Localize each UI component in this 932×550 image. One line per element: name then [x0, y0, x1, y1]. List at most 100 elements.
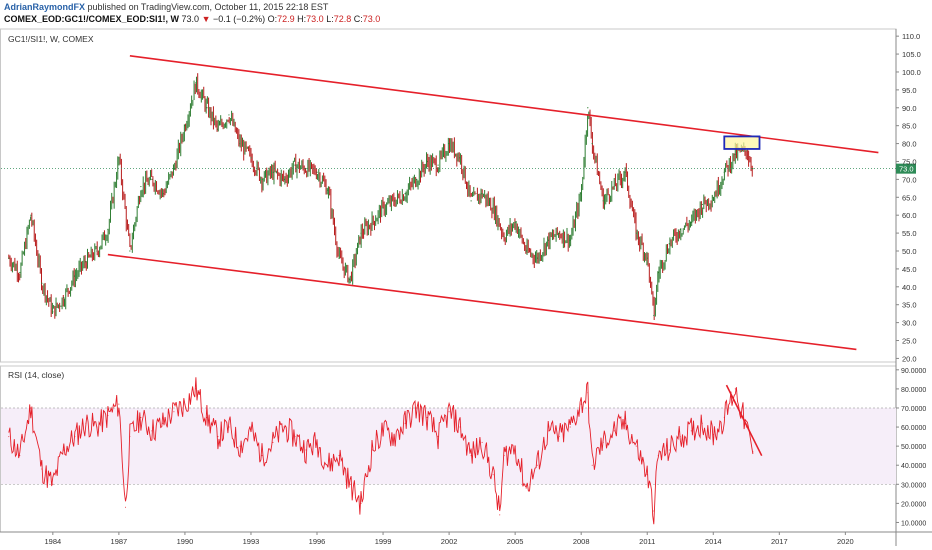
price-pane-frame [0, 28, 897, 363]
time-axis-label: 2011 [639, 537, 655, 546]
price-pane-title: GC1!/SI1!, W, COMEX [8, 34, 94, 44]
price-point [613, 185, 615, 188]
time-axis-label: 1996 [309, 537, 326, 546]
price-point [580, 193, 582, 195]
change-value: −0.1 (−0.2%) [213, 14, 266, 24]
last-price-tag [896, 163, 916, 174]
rsi-point [437, 436, 439, 438]
highlight-box [723, 135, 761, 150]
author-link[interactable]: AdrianRaymondFX [4, 2, 86, 12]
price-point [261, 178, 263, 180]
price-axis-label: 70.0 [902, 175, 917, 184]
price-axis-label: 40.0 [902, 283, 917, 292]
price-point [536, 257, 538, 259]
price-point [734, 153, 736, 155]
price-axis-label: 35.0 [902, 301, 917, 310]
high-value: 73.0 [306, 14, 324, 24]
price-point [503, 236, 505, 238]
price-point [96, 250, 98, 252]
rsi-point [195, 388, 197, 390]
rsi-point [371, 449, 373, 451]
price-axis-label: 90.0 [902, 104, 917, 113]
price-point [151, 178, 153, 180]
rsi-point [701, 422, 703, 424]
rsi-point [19, 455, 21, 457]
rsi-point [184, 403, 186, 405]
rsi-axis-label: 10.0000 [901, 520, 926, 527]
price-point [404, 193, 406, 195]
price-point [327, 189, 329, 191]
price-axis-label: 80.0 [902, 140, 917, 149]
price-point [305, 168, 307, 170]
price-point [250, 157, 252, 159]
price-axis-label: 95.0 [902, 86, 917, 95]
rsi-point [261, 455, 263, 457]
price-point [140, 185, 142, 188]
rsi-point [8, 436, 10, 438]
rsi-point [690, 430, 692, 432]
price-point [63, 296, 65, 299]
close-value: 73.0 [362, 14, 381, 24]
rsi-axis-label: 20.0000 [901, 501, 926, 508]
rsi-axis-label: 80.0000 [901, 387, 926, 394]
price-point [514, 221, 516, 223]
rsi-point [734, 388, 736, 390]
rsi-point [657, 455, 659, 457]
price-point [272, 171, 274, 173]
rsi-point [712, 434, 714, 436]
rsi-point [349, 483, 351, 485]
price-axis-label: 20.0 [902, 354, 917, 363]
rsi-point [459, 426, 461, 428]
price-axis-label: 85.0 [902, 122, 917, 131]
rsi-point [338, 455, 340, 457]
price-point [74, 275, 76, 277]
rsi-point [536, 464, 538, 466]
last-price-tag-label: 73.0 [899, 165, 914, 174]
rsi-point [613, 430, 615, 432]
price-point [283, 178, 285, 180]
price-axis-label: 110.0 [902, 32, 920, 41]
price-axis-label: 55.0 [902, 229, 917, 238]
time-axis-label: 1990 [177, 537, 194, 546]
rsi-point [635, 445, 637, 447]
rsi-pane-title: RSI (14, close) [8, 370, 64, 380]
price-axis-label: 45.0 [902, 265, 917, 274]
rsi-point [426, 417, 428, 419]
rsi-pane [1, 377, 896, 525]
rsi-point [514, 445, 516, 447]
price-axis-label: 100.0 [902, 68, 921, 77]
rsi-point [316, 441, 318, 443]
rsi-point [107, 415, 109, 417]
lower-channel-line [107, 253, 857, 351]
rsi-point [52, 483, 54, 485]
price-point [41, 282, 43, 284]
open-value: 72.9 [277, 14, 295, 24]
rsi-point [668, 449, 670, 451]
rsi-point [492, 474, 494, 476]
price-point [118, 157, 120, 159]
price-point [635, 232, 637, 234]
price-point [52, 311, 54, 313]
down-arrow-icon: ▼ [201, 14, 211, 24]
close-label: C: [353, 14, 363, 24]
rsi-point [679, 436, 681, 438]
rsi-point [393, 436, 395, 438]
time-axis-label: 2008 [573, 537, 590, 546]
rsi-point [129, 436, 131, 438]
price-point [107, 228, 109, 231]
rsi-point [272, 441, 274, 443]
rsi-point [382, 430, 384, 432]
low-label: L: [326, 14, 334, 24]
time-axis-label: 2002 [441, 537, 458, 546]
rsi-point [74, 436, 76, 438]
price-point [459, 157, 461, 159]
rsi-point [752, 451, 754, 453]
rsi-point [481, 441, 483, 443]
rsi-point [503, 455, 505, 457]
price-point [173, 168, 175, 170]
time-axis-label: 2005 [507, 537, 524, 546]
rsi-axis-label: 90.0000 [901, 368, 926, 375]
rsi-point [470, 455, 472, 457]
chart-header: AdrianRaymondFX published on TradingView… [0, 0, 932, 27]
